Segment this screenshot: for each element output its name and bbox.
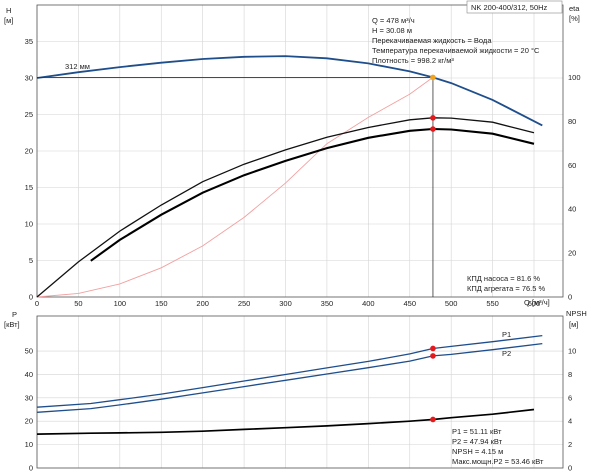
head-axis-label: H xyxy=(6,6,11,15)
npsh-axis-unit: [м] xyxy=(569,320,578,329)
head-axis-unit: [м] xyxy=(4,16,13,25)
left-tick-label: 10 xyxy=(25,440,33,449)
right-tick-label: 60 xyxy=(568,161,576,170)
q-axis-label: Q [м³/ч] xyxy=(524,298,550,307)
plot-frame-bottom xyxy=(36,315,564,469)
operating-point-marker xyxy=(430,345,436,352)
power-line: P1 = 51.11 кВт xyxy=(452,427,502,436)
x-tick-label: 50 xyxy=(74,299,82,308)
info-line: H = 30.08 м xyxy=(372,26,412,35)
plot-frame-top xyxy=(36,4,564,298)
impeller-diameter-label: 312 мм xyxy=(65,62,90,71)
right-tick-label: 6 xyxy=(568,393,572,402)
left-tick-label: 10 xyxy=(25,220,33,229)
duty-info: Q = 478 м³/ч H = 30.08 м Перекачиваемая … xyxy=(372,16,540,65)
operating-point-marker xyxy=(430,74,436,81)
x-tick-label: 100 xyxy=(114,299,127,308)
series-head xyxy=(36,55,543,127)
x-tick-label: 300 xyxy=(279,299,292,308)
npsh-axis-label: NPSH xyxy=(566,309,587,318)
right-tick-label: 40 xyxy=(568,205,576,214)
model-title-box xyxy=(466,0,563,14)
right-tick-label: 8 xyxy=(568,370,572,379)
left-tick-label: 25 xyxy=(25,110,33,119)
left-tick-label: 50 xyxy=(25,347,33,356)
series-NPSH xyxy=(36,408,535,435)
power-line: P2 = 47.94 кВт xyxy=(452,437,503,446)
power-info: P1 = 51.11 кВт P2 = 47.94 кВт NPSH = 4.1… xyxy=(452,427,544,466)
right-tick-label: 2 xyxy=(568,440,572,449)
power-line: NPSH = 4.15 м xyxy=(452,447,503,456)
right-tick-label: 0 xyxy=(568,293,572,302)
left-tick-label: 35 xyxy=(25,37,33,46)
operating-point-marker xyxy=(430,115,436,121)
x-tick-label: 450 xyxy=(403,299,416,308)
right-tick-label: 100 xyxy=(568,73,581,82)
power-axis-label: P xyxy=(12,310,17,319)
x-tick-label: 550 xyxy=(486,299,499,308)
eta-axis-label: eta xyxy=(569,4,580,13)
x-tick-label: 500 xyxy=(445,299,458,308)
right-tick-label: 20 xyxy=(568,249,576,258)
eff-line: КПД насоса = 81.6 % xyxy=(467,274,540,283)
x-tick-label: 250 xyxy=(238,299,251,308)
x-tick-label: 350 xyxy=(321,299,334,308)
left-tick-label: 30 xyxy=(25,74,33,83)
series-system-curve xyxy=(36,77,434,298)
x-tick-label: 400 xyxy=(362,299,375,308)
right-tick-label: 0 xyxy=(568,464,572,473)
series-P2 xyxy=(36,342,543,413)
right-tick-label: 80 xyxy=(568,117,576,126)
series-P1 xyxy=(36,334,543,408)
left-tick-label: 5 xyxy=(29,256,33,265)
x-tick-label: 150 xyxy=(155,299,168,308)
info-line: Q = 478 м³/ч xyxy=(372,16,415,25)
series-unit-efficiency xyxy=(90,127,535,262)
operating-point-marker xyxy=(430,126,436,132)
operating-point-marker xyxy=(430,353,436,359)
series-label-p2: P2 xyxy=(502,349,511,358)
power-line: Макс.мощн.P2 = 53.46 кВт xyxy=(452,457,544,466)
left-tick-label: 40 xyxy=(25,370,33,379)
efficiency-info: КПД насоса = 81.6 % КПД агрегата = 76.5 … xyxy=(467,274,545,293)
info-line: Плотность = 998.2 кг/м³ xyxy=(372,56,454,65)
series-label-p1: P1 xyxy=(502,330,511,339)
series-pump-efficiency xyxy=(36,117,535,298)
info-line: Температура перекачиваемой жидкости = 20… xyxy=(372,46,540,55)
left-tick-label: 15 xyxy=(25,183,33,192)
x-tick-label: 200 xyxy=(196,299,209,308)
operating-point-marker xyxy=(430,416,436,423)
info-line: Перекачиваемая жидкость = Вода xyxy=(372,36,492,45)
model-title: NK 200-400/312, 50Hz xyxy=(471,3,548,12)
right-tick-label: 10 xyxy=(568,347,576,356)
left-tick-label: 30 xyxy=(25,393,33,402)
x-tick-label: 0 xyxy=(35,299,39,308)
markers-group xyxy=(430,74,436,423)
left-tick-label: 0 xyxy=(29,293,33,302)
left-tick-label: 20 xyxy=(25,417,33,426)
eta-axis-unit: [%] xyxy=(569,14,580,23)
right-tick-label: 4 xyxy=(568,417,572,426)
power-axis-unit: [кВт] xyxy=(4,320,20,329)
series-group xyxy=(36,55,543,435)
eff-line: КПД агрегата = 76.5 % xyxy=(467,284,545,293)
left-tick-label: 20 xyxy=(25,147,33,156)
left-tick-label: 0 xyxy=(29,464,33,473)
x-tick-label: 600 xyxy=(528,299,541,308)
